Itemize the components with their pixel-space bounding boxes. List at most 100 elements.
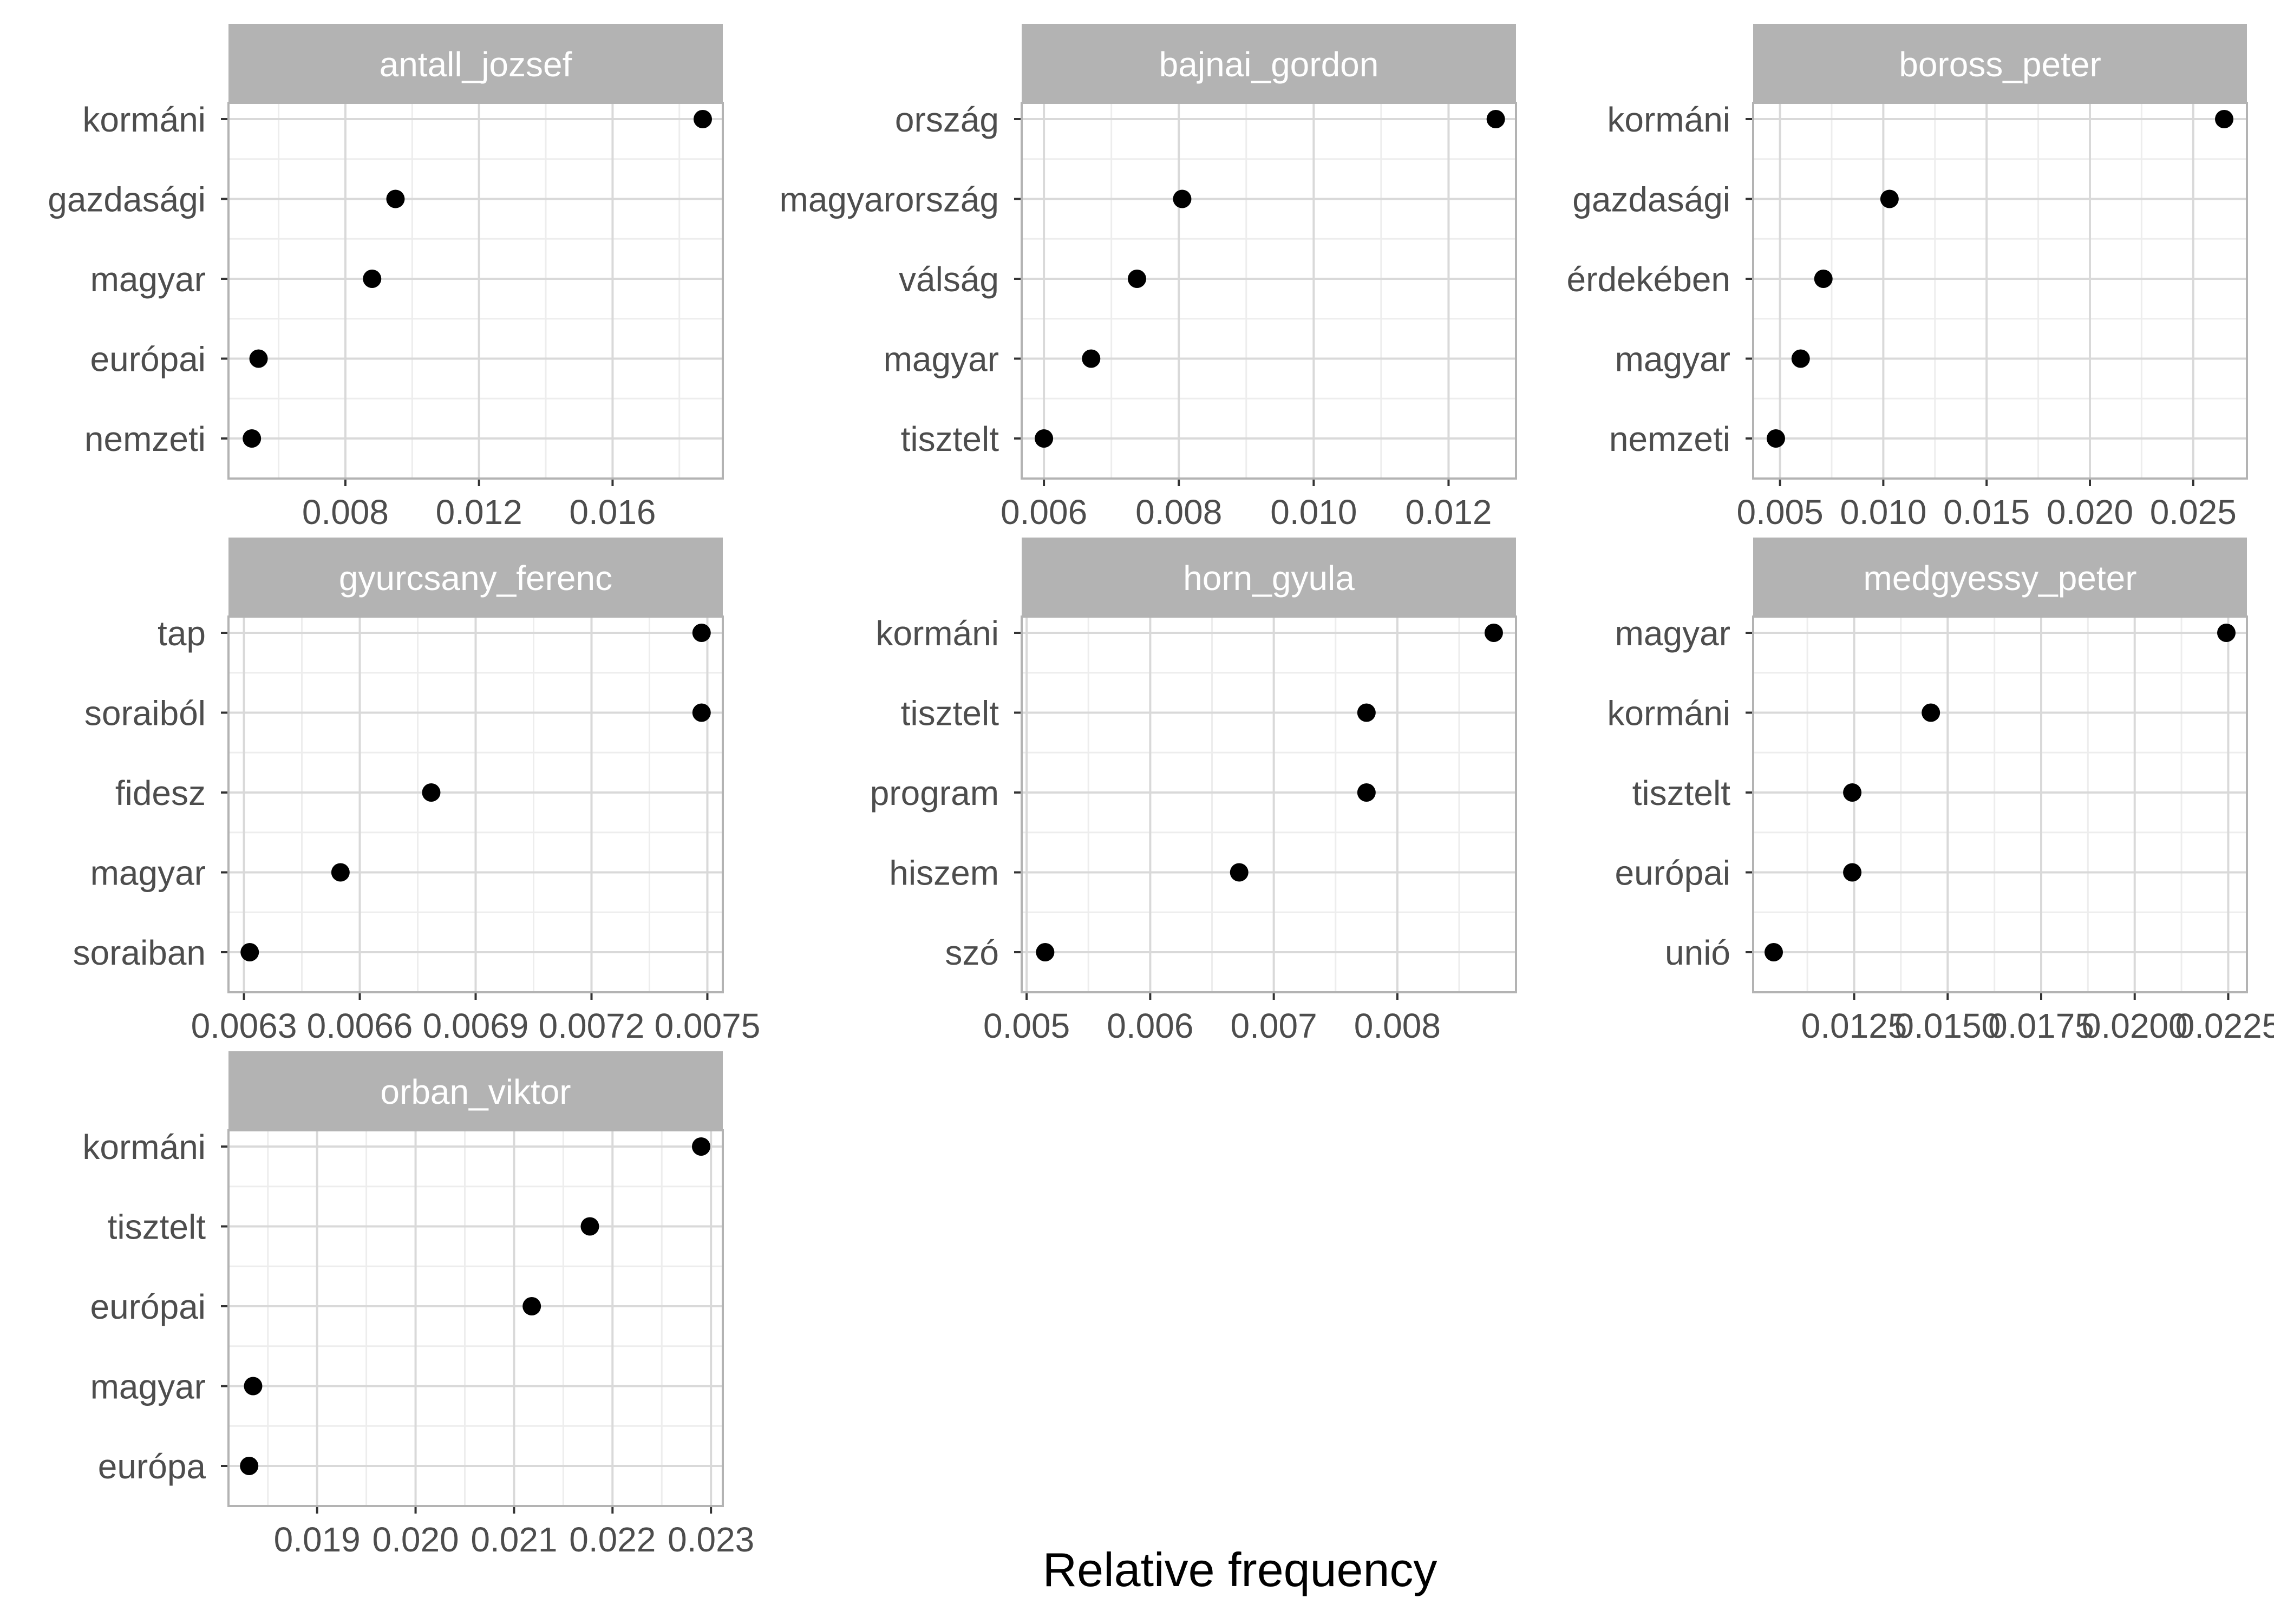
facet-strip-label: orban_viktor xyxy=(380,1072,571,1111)
x-tick-label: 0.019 xyxy=(274,1520,361,1559)
y-category-label: kormáni xyxy=(82,1128,206,1167)
data-point xyxy=(692,624,711,642)
y-category-label: magyar xyxy=(1615,614,1730,653)
facet-orban-viktor: orban_viktor 0.019 0.020 0.021 0.022 0.023 kor… xyxy=(82,1051,754,1559)
facet-panels: antall_jozsef 0.008 0.012 0.016 kormáni gazda… xyxy=(48,24,2274,1559)
x-tick-label: 0.020 xyxy=(2047,493,2133,532)
facet-strip-label: medgyessy_peter xyxy=(1863,559,2136,598)
y-category-label: gazdasági xyxy=(48,180,206,219)
data-point xyxy=(1843,863,1862,882)
y-category-label: kormáni xyxy=(1607,100,1730,139)
y-category-label: európai xyxy=(90,1287,206,1326)
facet-horn-gyula: horn_gyula 0.005 0.006 0.007 0.008 kormáni tis… xyxy=(870,538,1517,1045)
data-point xyxy=(522,1297,541,1315)
x-tick-label: 0.005 xyxy=(983,1006,1070,1045)
x-tick-label: 0.021 xyxy=(471,1520,557,1559)
x-tick-label: 0.0072 xyxy=(539,1006,645,1045)
y-category-label: kormáni xyxy=(82,100,206,139)
y-category-label: tisztelt xyxy=(901,420,999,459)
data-point xyxy=(2215,110,2234,128)
y-category-label: magyar xyxy=(884,340,999,379)
y-category-label: szó xyxy=(945,933,999,972)
y-category-label: ország xyxy=(895,100,999,139)
data-point xyxy=(1173,189,1192,208)
facet-boross-peter: boross_peter 0.005 0.010 0.015 0.020 0.025 kor… xyxy=(1567,24,2248,532)
data-point xyxy=(1035,429,1054,448)
x-tick-label: 0.0066 xyxy=(307,1006,413,1045)
data-point xyxy=(580,1217,599,1236)
x-tick-label: 0.022 xyxy=(569,1520,656,1559)
panel-border xyxy=(227,102,724,480)
data-point xyxy=(240,1457,259,1475)
y-category-label: európai xyxy=(1615,854,1731,893)
x-tick-label: 0.0125 xyxy=(1801,1006,1907,1045)
x-tick-label: 0.012 xyxy=(1405,493,1492,532)
y-category-label: válság xyxy=(899,260,999,299)
data-point xyxy=(1486,110,1505,128)
data-point xyxy=(386,189,405,208)
facet-strip xyxy=(228,1051,723,1130)
panel-border xyxy=(227,1129,724,1507)
data-point xyxy=(243,429,262,448)
data-point xyxy=(1082,349,1101,368)
x-tick-label: 0.0150 xyxy=(1894,1006,2001,1045)
facet-gyurcsany-ferenc: gyurcsany_ferenc 0.0063 0.0066 0.0069 0.0072… xyxy=(73,538,761,1045)
data-point xyxy=(1880,189,1899,208)
data-point xyxy=(1922,703,1940,722)
x-tick-label: 0.012 xyxy=(436,493,522,532)
x-axis-title: Relative frequency xyxy=(1043,1543,1437,1596)
y-category-label: kormáni xyxy=(1607,694,1730,733)
data-point xyxy=(1791,349,1810,368)
data-point xyxy=(691,1137,710,1156)
x-tick-label: 0.015 xyxy=(1943,493,2030,532)
x-tick-label: 0.0069 xyxy=(423,1006,529,1045)
data-point xyxy=(1814,270,1833,288)
y-category-label: tisztelt xyxy=(901,694,999,733)
data-point xyxy=(692,703,711,722)
y-category-label: kormáni xyxy=(875,614,999,653)
panel-border xyxy=(1752,615,2248,993)
data-point xyxy=(1765,943,1783,961)
facet-strip-label: horn_gyula xyxy=(1183,559,1355,598)
x-tick-label: 0.0075 xyxy=(655,1006,761,1045)
facet-strip xyxy=(1753,24,2247,103)
panel-background xyxy=(1753,617,2247,992)
data-point xyxy=(249,349,268,368)
data-point xyxy=(1843,783,1862,802)
x-tick-label: 0.025 xyxy=(2150,493,2237,532)
y-category-label: magyar xyxy=(90,1367,206,1406)
y-category-label: magyar xyxy=(90,854,206,893)
x-tick-label: 0.020 xyxy=(372,1520,459,1559)
panel-background xyxy=(228,103,723,479)
x-tick-label: 0.0225 xyxy=(2175,1006,2274,1045)
panel-border xyxy=(1021,102,1517,480)
y-category-label: gazdasági xyxy=(1572,180,1730,219)
x-tick-label: 0.010 xyxy=(1840,493,1926,532)
y-category-label: nemzeti xyxy=(1609,420,1730,459)
x-tick-label: 0.0200 xyxy=(2082,1006,2188,1045)
facet-strip xyxy=(1753,538,2247,617)
data-point xyxy=(244,1377,263,1396)
x-tick-label: 0.005 xyxy=(1737,493,1824,532)
x-tick-label: 0.006 xyxy=(1107,1006,1193,1045)
data-point xyxy=(363,270,382,288)
data-point xyxy=(240,943,259,961)
data-point xyxy=(1766,429,1785,448)
x-tick-label: 0.016 xyxy=(569,493,656,532)
panel-border xyxy=(227,615,724,993)
data-point xyxy=(1127,270,1146,288)
facet-strip xyxy=(228,24,723,103)
x-tick-label: 0.0175 xyxy=(1988,1006,2094,1045)
data-point xyxy=(2217,624,2236,642)
facet-strip xyxy=(1022,538,1516,617)
y-category-label: nemzeti xyxy=(84,420,206,459)
y-category-label: magyarország xyxy=(780,180,999,219)
y-category-label: európa xyxy=(98,1447,206,1486)
panel-background xyxy=(1753,103,2247,479)
data-point xyxy=(1357,703,1376,722)
y-category-label: magyar xyxy=(90,260,206,299)
data-point xyxy=(422,783,441,802)
facet-strip-label: antall_jozsef xyxy=(380,45,572,84)
x-tick-label: 0.008 xyxy=(1354,1006,1441,1045)
